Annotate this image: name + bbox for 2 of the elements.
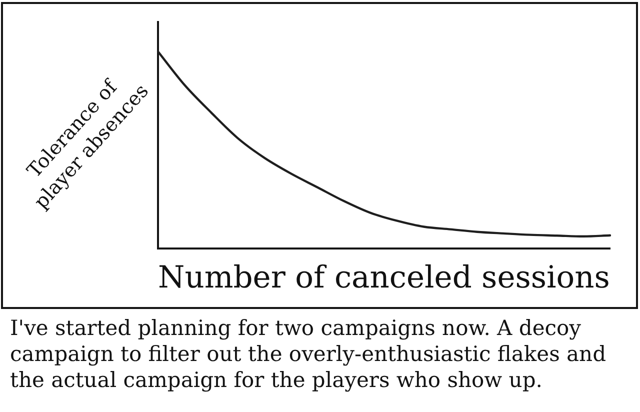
text: I've started planning for two campaigns now. A decoy campaign to filter out the overly-enthusiastic flakes and the actual campaign for the players who show up. [10,315,608,393]
x-axis-title: Number of canceled sessions [158,260,610,296]
